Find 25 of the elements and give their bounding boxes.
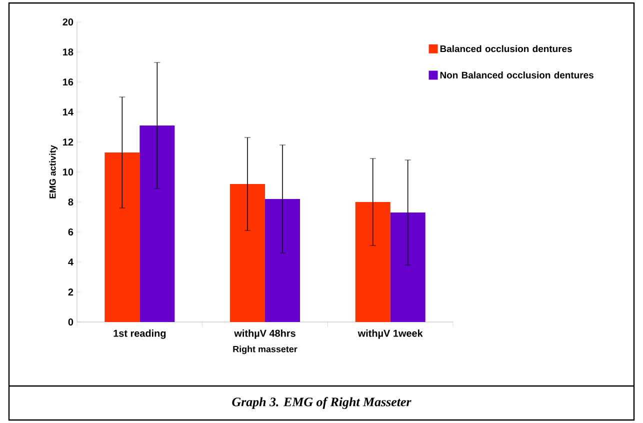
- y-tick-label: 0: [68, 318, 74, 326]
- y-tick-label: 10: [63, 168, 74, 176]
- legend-label: Balanced occlusion dentures: [440, 45, 572, 52]
- bar: [265, 199, 300, 322]
- y-tick-label: 16: [63, 78, 74, 86]
- y-axis-title: EMG activity: [49, 145, 58, 198]
- bar: [104, 152, 140, 322]
- bar: [355, 202, 390, 322]
- x-axis-title: Right masseter: [233, 346, 298, 354]
- legend-label: Non Balanced occlusion dentures: [440, 72, 594, 78]
- y-tick-label: 20: [62, 18, 74, 26]
- x-tick-label: withµV 48hrs: [234, 330, 296, 339]
- y-tick-label: 14: [63, 108, 74, 116]
- bar: [140, 125, 175, 322]
- y-tick-label: 18: [63, 48, 74, 56]
- caption: Graph 3. EMG of Right Masseter: [232, 397, 412, 409]
- bar: [390, 212, 426, 322]
- bar: [230, 184, 266, 322]
- x-tick-label: withµV 1week: [358, 330, 423, 339]
- x-tick-label: 1st reading: [114, 330, 166, 339]
- y-tick-label: 6: [68, 228, 74, 236]
- y-tick-label: 12: [63, 138, 74, 146]
- y-tick-label: 2: [68, 288, 74, 296]
- y-tick-label: 4: [68, 258, 74, 266]
- y-tick-label: 8: [68, 198, 74, 206]
